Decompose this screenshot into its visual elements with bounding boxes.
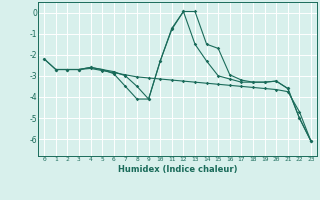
X-axis label: Humidex (Indice chaleur): Humidex (Indice chaleur) [118, 165, 237, 174]
